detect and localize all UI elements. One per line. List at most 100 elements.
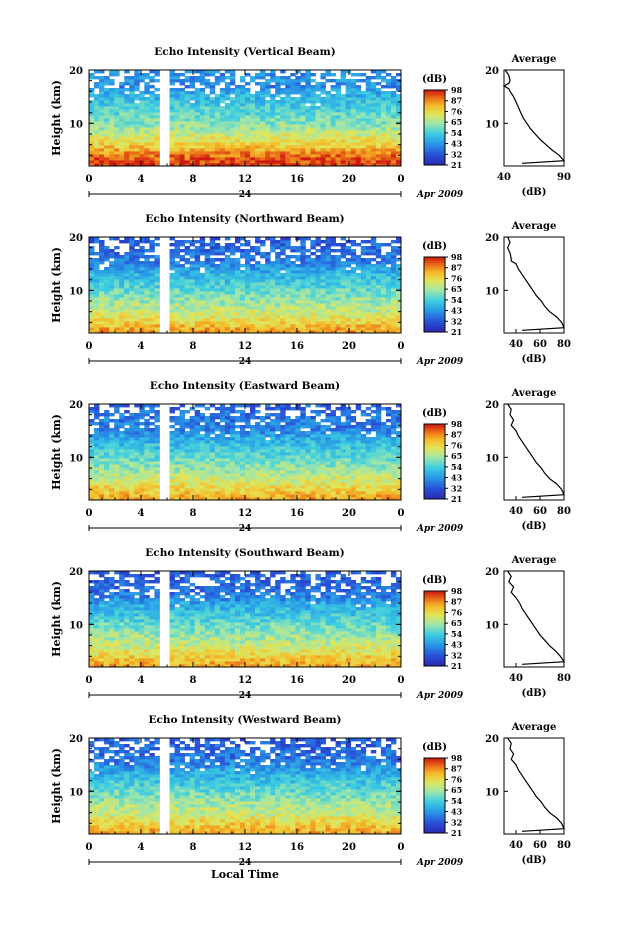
colorbar-segment (424, 795, 445, 798)
colorbar-segment (424, 617, 445, 620)
average-y-tick-label: 20 (485, 233, 499, 244)
colorbar-tick-label: 54 (451, 462, 463, 472)
colorbar-segment (424, 636, 445, 639)
average-x-tick-label: 40 (497, 172, 511, 183)
colorbar-segment (424, 619, 445, 622)
colorbar-segment (424, 823, 445, 826)
colorbar-segment (424, 268, 445, 271)
colorbar-segment (424, 611, 445, 614)
average-y-tick-label: 20 (485, 400, 499, 411)
colorbar-segment (424, 133, 445, 136)
x-tick-label: 0 (398, 508, 405, 519)
colorbar-segment (424, 307, 445, 310)
average-profile-line (502, 69, 566, 164)
colorbar-tick-label: 43 (451, 640, 463, 650)
average-y-tick-label: 10 (485, 453, 499, 464)
colorbar-segment (424, 769, 445, 772)
heatmap-cells (89, 738, 402, 835)
colorbar-segment (424, 461, 445, 464)
colorbar-tick-label: 21 (451, 160, 462, 170)
colorbar-segment (424, 767, 445, 770)
average-y-tick-label: 20 (485, 567, 499, 578)
colorbar-segment (424, 774, 445, 778)
colorbar-segment (424, 437, 445, 440)
date-axis-label: Apr 2009 (416, 190, 464, 200)
average-x-label: (dB) (522, 688, 547, 699)
colorbar-segment (424, 135, 445, 138)
colorbar-segment (424, 95, 445, 98)
colorbar-segment (424, 294, 445, 297)
x-tick-label: 16 (290, 174, 304, 185)
colorbar-tick-label: 65 (451, 785, 462, 795)
colorbar-tick-label: 54 (451, 629, 463, 639)
colorbar-segment (424, 469, 445, 472)
colorbar-segment (424, 440, 445, 444)
colorbar-tick-label: 21 (451, 327, 462, 337)
colorbar-segment (424, 831, 445, 834)
colorbar-segment (424, 313, 445, 316)
colorbar-segment (424, 624, 445, 628)
colorbar-segment (424, 639, 445, 643)
average-profile-line (506, 236, 565, 331)
colorbar-segment (424, 93, 445, 97)
y-axis-label: Height (km) (50, 80, 63, 156)
colorbar-segment (424, 482, 445, 485)
average-x-tick-label: 60 (533, 339, 547, 350)
date-axis-label: Apr 2009 (416, 524, 464, 534)
x-tick-label: 4 (138, 842, 145, 853)
x-tick-label: 0 (86, 842, 93, 853)
colorbar-segment (424, 285, 445, 288)
colorbar-unit: (dB) (422, 575, 447, 586)
x-tick-label: 12 (238, 508, 252, 519)
colorbar-segment (424, 626, 445, 629)
heatmap-cells (89, 237, 402, 334)
y-axis-label: Height (km) (50, 247, 63, 323)
colorbar-segment (424, 315, 445, 318)
colorbar-segment (424, 478, 445, 481)
average-frame (503, 570, 565, 668)
average-x-tick-label: 40 (509, 840, 523, 851)
colorbar-tick-label: 98 (451, 85, 463, 95)
y-axis-label: Height (km) (50, 748, 63, 824)
colorbar-segment (424, 425, 445, 429)
average-x-tick-label: 80 (557, 339, 571, 350)
colorbar-segment (424, 799, 445, 802)
average-x-tick-label: 80 (557, 673, 571, 684)
colorbar-segment (424, 786, 445, 789)
colorbar-tick-label: 98 (451, 586, 463, 596)
colorbar-segment (424, 459, 445, 462)
colorbar-segment (424, 615, 445, 618)
colorbar-tick-label: 76 (451, 273, 463, 283)
colorbar-segment (424, 801, 445, 804)
colorbar-segment (424, 163, 445, 166)
y-tick-label: 10 (69, 787, 83, 798)
average-x-label: (dB) (522, 187, 547, 198)
colorbar-tick-label: 21 (451, 494, 462, 504)
x-tick-label: 16 (290, 341, 304, 352)
colorbar-segment (424, 136, 445, 140)
colorbar-segment (424, 161, 445, 164)
colorbar-tick-label: 87 (451, 597, 462, 607)
average-profile-line (507, 403, 565, 498)
colorbar-frame (423, 89, 446, 166)
x-tick-label: 12 (238, 174, 252, 185)
colorbar-segment (424, 643, 445, 646)
colorbar-tick-label: 43 (451, 306, 463, 316)
colorbar-segment (424, 829, 445, 832)
colorbar-segment (424, 279, 445, 282)
date-label: 24 (239, 858, 252, 868)
colorbar-segment (424, 788, 445, 791)
colorbar-segment (424, 789, 445, 793)
colorbar-segment (424, 288, 445, 292)
colorbar-segment (424, 118, 445, 121)
colorbar-segment (424, 791, 445, 795)
colorbar-segment (424, 814, 445, 817)
x-tick-label: 16 (290, 842, 304, 853)
colorbar-segment (424, 318, 445, 322)
colorbar-segment (424, 446, 445, 449)
average-title: Average (511, 221, 557, 232)
colorbar-segment (424, 818, 445, 821)
colorbar-segment (424, 155, 445, 158)
colorbar-segment (424, 778, 445, 781)
colorbar-segment (424, 90, 445, 93)
